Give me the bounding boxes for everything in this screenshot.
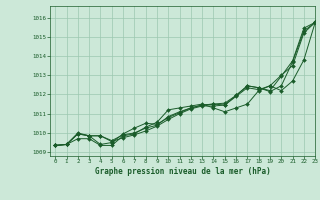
X-axis label: Graphe pression niveau de la mer (hPa): Graphe pression niveau de la mer (hPa) [94, 167, 270, 176]
